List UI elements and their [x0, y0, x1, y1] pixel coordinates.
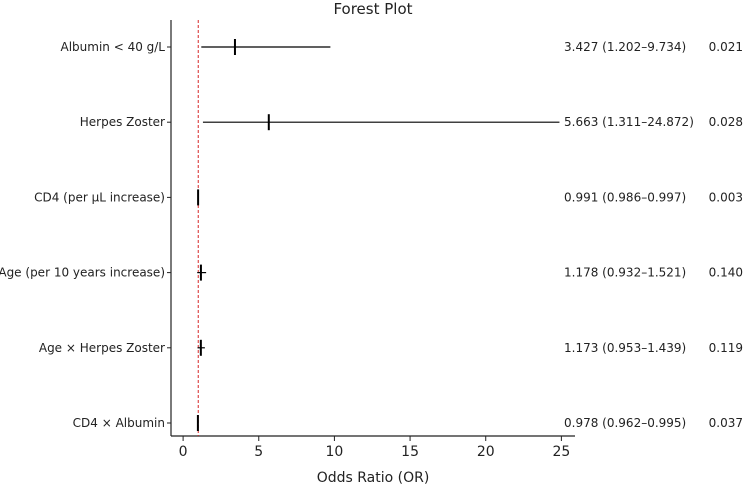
- forest-row: CD4 × Albumin 0.978 (0.962–0.995) 0.037: [73, 415, 743, 431]
- x-tick-label: 20: [477, 444, 495, 460]
- category-label: Herpes Zoster: [80, 115, 165, 129]
- forest-row: Albumin < 40 g/L 3.427 (1.202–9.734) 0.021: [60, 39, 743, 55]
- category-label: CD4 × Albumin: [73, 416, 165, 430]
- x-axis-label: Odds Ratio (OR): [317, 470, 430, 486]
- chart-title: Forest Plot: [333, 0, 412, 18]
- or-ci-label: 0.978 (0.962–0.995): [564, 416, 686, 430]
- x-tick-label: 0: [179, 444, 188, 460]
- or-ci-label: 5.663 (1.311–24.872): [564, 115, 694, 129]
- or-ci-label: 1.178 (0.932–1.521): [564, 266, 686, 280]
- category-label: Age (per 10 years increase): [0, 266, 165, 280]
- x-tick-label: 15: [401, 444, 419, 460]
- forest-row: Herpes Zoster 5.663 (1.311–24.872) 0.028: [80, 114, 743, 131]
- x-tick-label: 5: [254, 444, 263, 460]
- category-label: Age × Herpes Zoster: [39, 341, 165, 355]
- category-label: Albumin < 40 g/L: [60, 40, 165, 54]
- or-ci-label: 0.991 (0.986–0.997): [564, 190, 686, 204]
- forest-row: Age × Herpes Zoster 1.173 (0.953–1.439) 0.…: [39, 339, 743, 356]
- or-ci-label: 1.173 (0.953–1.439): [564, 341, 686, 355]
- or-ci-label: 3.427 (1.202–9.734): [564, 40, 686, 54]
- p-value-label: 0.028: [709, 115, 743, 129]
- p-value-label: 0.021: [709, 40, 743, 54]
- p-value-label: 0.140: [709, 266, 743, 280]
- forest-row: Age (per 10 years increase) 1.178 (0.932–…: [0, 264, 743, 281]
- p-value-label: 0.037: [709, 416, 743, 430]
- forest-row: CD4 (per μL increase) 0.991 (0.986–0.997)…: [34, 189, 743, 206]
- category-label: CD4 (per μL increase): [34, 190, 165, 204]
- p-value-label: 0.003: [709, 190, 743, 204]
- x-tick-label: 10: [326, 444, 344, 460]
- p-value-label: 0.119: [709, 341, 743, 355]
- x-tick-label: 25: [552, 444, 570, 460]
